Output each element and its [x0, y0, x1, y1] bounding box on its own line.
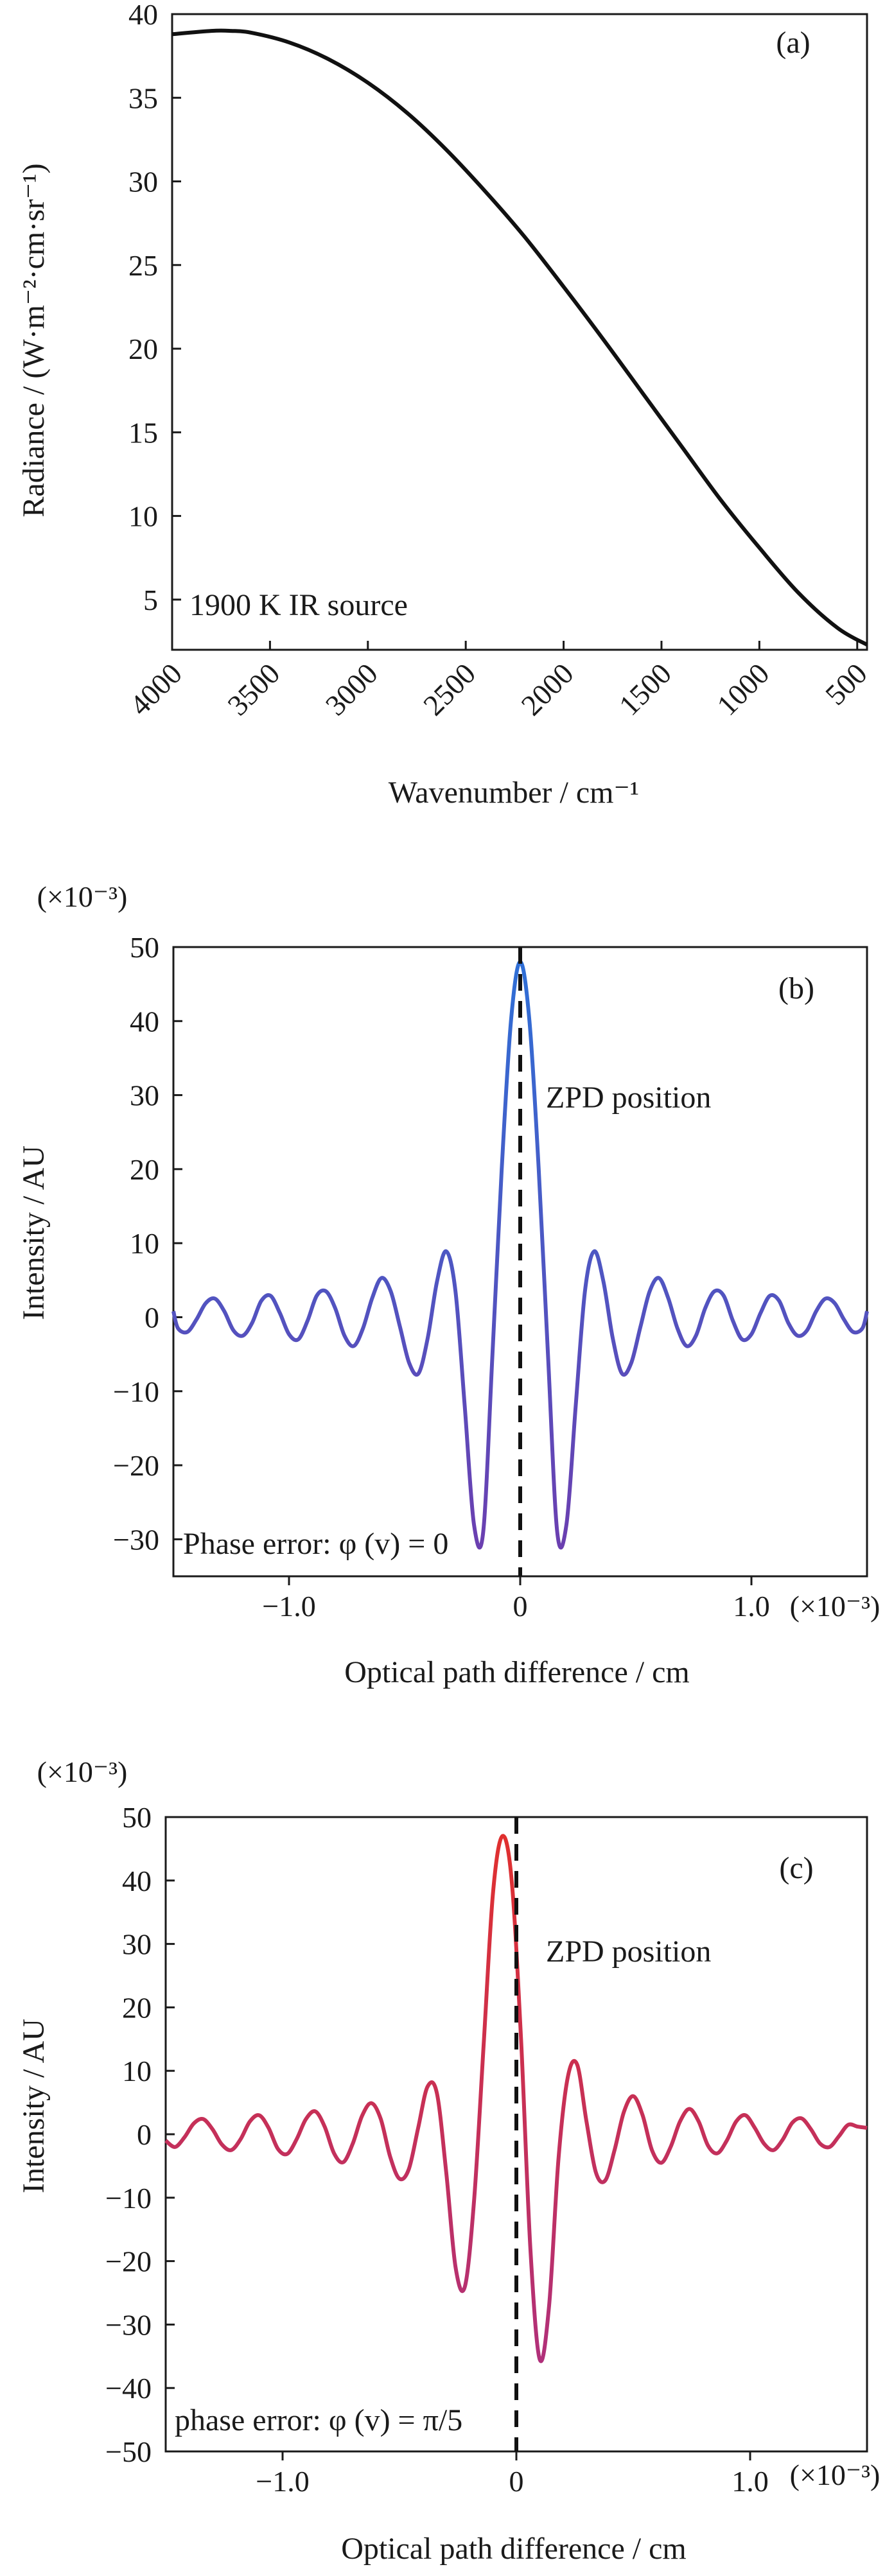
panel-c-y-tick-label: −40 — [105, 2372, 152, 2405]
panel-c-y-tick-label: −20 — [105, 2245, 152, 2278]
panel-b-x-multiplier: (×10⁻³) — [790, 1590, 881, 1623]
panel-a-x-tick-label: 1000 — [710, 657, 775, 722]
panel-b-interferogram-chart: −30 −20 −10 0 10 20 30 40 50 −1.0 0 1.0 (b) ZPD pos… — [17, 880, 880, 1689]
panel-b-x-tick-label: 0 — [513, 1590, 528, 1623]
panel-c-plot-marks: −50 −40 −30 −20 −10 0 10 20 30 40 50 −1.0 0 1.0 — [105, 1801, 868, 2498]
panel-a-y-tick-label: 25 — [128, 249, 158, 282]
panel-b-y-tick-label: 0 — [145, 1301, 159, 1334]
panel-b-x-axis-title: Optical path difference / cm — [344, 1655, 690, 1689]
panel-b-label: (b) — [778, 971, 814, 1005]
panel-c-x-multiplier: (×10⁻³) — [790, 2459, 881, 2491]
panel-a-x-tick-label: 4000 — [123, 657, 188, 722]
panel-c-y-tick-label: 10 — [122, 2055, 152, 2087]
panel-a-x-tick-label: 3000 — [319, 657, 384, 722]
panel-b-y-tick-label: 10 — [130, 1227, 159, 1260]
panel-c-y-tick-label: −30 — [105, 2308, 152, 2341]
panel-a-y-tick-label: 5 — [143, 584, 158, 616]
panel-c-x-tick-label: −1.0 — [256, 2465, 309, 2498]
panel-c-interferogram-chart: −50 −40 −30 −20 −10 0 10 20 30 40 50 −1.0 0 1.0 (c) Z… — [17, 1755, 880, 2566]
panel-c-y-multiplier: (×10⁻³) — [37, 1755, 128, 1788]
panel-b-y-tick-label: 20 — [130, 1153, 159, 1186]
panel-a-y-tick-label: 20 — [128, 333, 158, 365]
panel-b-plot-marks: −30 −20 −10 0 10 20 30 40 50 −1.0 0 1.0 — [113, 931, 869, 1623]
panel-c-y-tick-label: 30 — [122, 1928, 152, 1961]
panel-c-x-tick-label: 1.0 — [732, 2465, 769, 2498]
panel-c-phase-error-text: phase error: φ (v) = π/5 — [175, 2403, 462, 2437]
panel-c-y-tick-label: −10 — [105, 2182, 152, 2215]
panel-a-x-tick-label: 2500 — [417, 657, 482, 722]
panel-a-plot-frame — [171, 13, 868, 651]
panel-a-y-tick-label: 40 — [128, 0, 158, 31]
panel-a-label: (a) — [776, 26, 810, 60]
panel-b-y-tick-label: −10 — [113, 1375, 159, 1408]
panel-a-series-line — [171, 28, 868, 647]
panel-b-y-tick-label: 50 — [130, 931, 159, 964]
panel-b-x-tick-label: −1.0 — [262, 1590, 315, 1623]
panel-b-y-tick-label: −30 — [113, 1523, 159, 1556]
panel-b-phase-error-text: Phase error: φ (v) = 0 — [183, 1527, 448, 1561]
panel-c-label: (c) — [779, 1851, 813, 1885]
panel-b-y-tick-label: 40 — [130, 1005, 159, 1038]
panel-b-y-multiplier: (×10⁻³) — [37, 880, 128, 913]
panel-b-y-axis-title: Intensity / AU — [17, 1145, 51, 1320]
panel-a-x-tick-label: 3500 — [221, 657, 286, 722]
panel-b-zpd-annotation: ZPD position — [546, 1081, 711, 1115]
panel-c-x-axis-title: Optical path difference / cm — [341, 2532, 687, 2566]
panel-a-annotation: 1900 K IR source — [189, 588, 408, 622]
panel-c-y-tick-label: 20 — [122, 1991, 152, 2024]
panel-c-y-tick-label: 0 — [137, 2118, 152, 2151]
panel-a-radiance-chart: 5 10 15 20 25 30 35 40 4000 3500 3000 2500 2000 1500 1… — [17, 0, 873, 810]
panel-b-x-tick-label: 1.0 — [733, 1590, 770, 1623]
panel-a-x-tick-label: 2000 — [515, 657, 580, 722]
panel-b-y-tick-label: −20 — [113, 1449, 159, 1482]
panel-c-series-line — [164, 1834, 868, 2363]
panel-c-x-tick-label: 0 — [509, 2465, 524, 2498]
panel-a-x-axis-title: Wavenumber / cm⁻¹ — [389, 776, 639, 810]
panel-a-y-tick-label: 15 — [128, 416, 158, 449]
panel-c-y-tick-label: 40 — [122, 1865, 152, 1897]
panel-a-y-tick-label: 10 — [128, 500, 158, 533]
panel-a-x-tick-label: 1500 — [613, 657, 678, 722]
panel-c-y-tick-label: −50 — [105, 2435, 152, 2468]
panel-a-y-axis-title: Radiance / (W·m⁻²·cm·sr⁻¹) — [17, 163, 51, 517]
panel-a-y-tick-label: 30 — [128, 166, 158, 198]
panel-c-zpd-annotation: ZPD position — [546, 1935, 711, 1969]
panel-b-y-tick-label: 30 — [130, 1079, 159, 1112]
panel-c-y-tick-label: 50 — [122, 1801, 152, 1834]
panel-c-y-axis-title: Intensity / AU — [17, 2019, 51, 2193]
panel-a-y-tick-label: 35 — [128, 82, 158, 114]
panel-a-x-tick-label: 500 — [819, 657, 873, 711]
